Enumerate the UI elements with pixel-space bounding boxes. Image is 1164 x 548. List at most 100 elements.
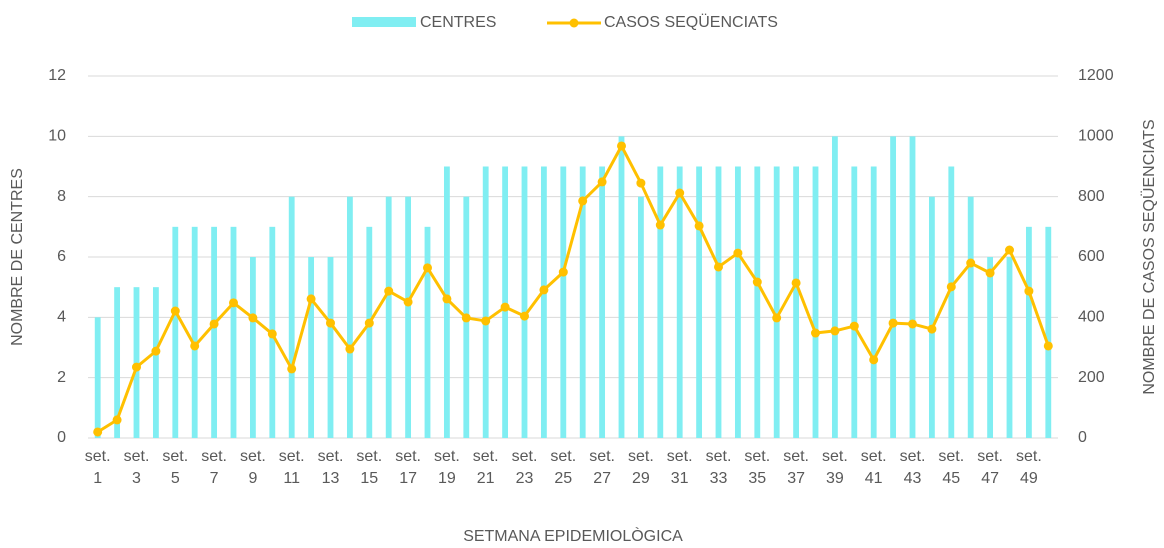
bar — [346, 196, 353, 438]
bar — [560, 166, 567, 438]
bar — [405, 196, 412, 438]
bar — [715, 166, 722, 438]
y2-tick-label: 400 — [1078, 309, 1105, 326]
bar — [734, 166, 741, 438]
x-tick-label: set. 15 — [356, 448, 383, 487]
line-marker — [287, 364, 297, 374]
legend-label: CASOS SEQÜENCIATS — [604, 13, 778, 31]
line-marker — [326, 318, 335, 328]
x-tick-label: set. 43 — [899, 448, 926, 487]
y-tick-label: 12 — [48, 67, 66, 84]
bar — [812, 166, 819, 438]
y-tick-label: 8 — [57, 188, 66, 205]
line-marker — [908, 319, 917, 329]
line-marker — [170, 306, 180, 316]
bar — [230, 226, 237, 438]
bar — [482, 166, 489, 438]
bar — [1045, 226, 1052, 438]
bar — [191, 226, 198, 438]
bar — [928, 196, 935, 438]
line-marker — [869, 355, 879, 365]
bar — [831, 136, 838, 439]
bar — [540, 166, 547, 438]
bar — [308, 257, 315, 438]
bar — [754, 166, 761, 438]
legend-label: CENTRES — [420, 14, 496, 31]
legend-marker — [569, 18, 579, 28]
bar — [967, 196, 974, 438]
legend-swatch — [352, 17, 416, 27]
line-marker — [772, 313, 782, 323]
x-tick-label: set. 19 — [433, 448, 460, 487]
bar — [424, 226, 431, 438]
line-marker — [888, 318, 898, 328]
bar — [152, 287, 159, 438]
bar — [870, 166, 877, 438]
bar — [618, 136, 625, 439]
y2-tick-label: 0 — [1078, 429, 1087, 446]
bar — [948, 166, 955, 438]
bar — [696, 166, 703, 438]
line-marker — [791, 278, 801, 288]
y-tick-label: 2 — [57, 369, 66, 386]
line-marker — [190, 341, 200, 351]
x-tick-label: set. 23 — [511, 448, 538, 487]
bar — [172, 226, 179, 438]
line-marker — [849, 321, 859, 331]
line-marker — [985, 268, 995, 278]
x-tick-label: set. 17 — [395, 448, 421, 487]
x-tick-label: set. 29 — [627, 448, 654, 487]
y-tick-label: 10 — [48, 128, 66, 145]
line — [96, 144, 1050, 434]
line-marker — [500, 302, 510, 312]
line-marker — [306, 294, 316, 304]
line-marker — [209, 319, 219, 329]
y2-tick-label: 800 — [1078, 188, 1105, 205]
bar — [773, 166, 780, 438]
y2-axis-label: NOMBRE DE CASOS SEQÜENCIATS — [1140, 119, 1158, 394]
line-marker — [752, 277, 762, 287]
bar — [851, 166, 858, 438]
bar — [366, 226, 373, 438]
line-marker — [655, 220, 665, 230]
line-marker — [403, 297, 413, 307]
x-tick-label: set. 21 — [472, 448, 499, 487]
y2-tick-label: 1000 — [1078, 128, 1114, 145]
line-marker — [248, 313, 258, 323]
bar — [599, 166, 606, 438]
bar — [637, 196, 644, 438]
line-marker — [93, 427, 103, 437]
bar — [385, 196, 392, 438]
x-tick-label: set. 27 — [589, 448, 615, 487]
bar — [890, 136, 897, 439]
bar — [288, 196, 295, 438]
x-tick-label: set. 3 — [123, 448, 150, 487]
x-axis-label: SETMANA EPIDEMIOLÒGICA — [463, 526, 683, 545]
x-tick-label: set. 9 — [239, 448, 266, 487]
line-marker — [811, 328, 820, 338]
line-marker — [1024, 286, 1034, 296]
bar — [909, 136, 916, 439]
line-marker — [675, 188, 685, 198]
line-marker — [112, 415, 122, 425]
line-marker — [597, 177, 607, 187]
x-tick-label: set. 39 — [821, 448, 848, 487]
y2-tick-label: 1200 — [1078, 67, 1114, 84]
x-tick-label: set. 5 — [162, 448, 189, 487]
line-marker — [267, 329, 277, 339]
line-marker — [539, 285, 549, 295]
bar — [94, 317, 101, 438]
line-marker — [927, 324, 937, 334]
y-tick-label: 6 — [57, 248, 66, 265]
line-marker — [345, 344, 355, 354]
line-marker — [229, 298, 238, 308]
bar — [1006, 257, 1013, 438]
bar — [211, 226, 218, 438]
x-tick-label: set. 47 — [977, 448, 1003, 487]
bar — [133, 287, 140, 438]
line-marker — [636, 178, 646, 188]
line-marker — [1043, 341, 1053, 351]
bar — [521, 166, 528, 438]
line-marker — [830, 326, 840, 336]
